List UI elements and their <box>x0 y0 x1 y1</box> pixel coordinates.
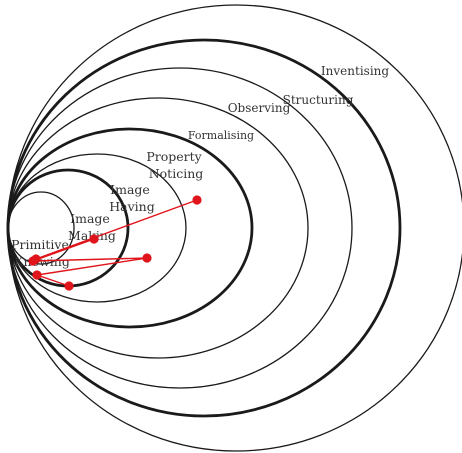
path-segment-6 <box>35 199 198 260</box>
layer-labels: Primitive Knowing Image Making Image Hav… <box>11 64 389 269</box>
label-observing: Observing <box>228 101 291 115</box>
path-segment-2 <box>36 257 148 276</box>
path-point-6 <box>31 254 41 264</box>
path-point-7 <box>192 195 202 205</box>
label-formalising: Formalising <box>188 129 254 142</box>
label-inventising: Inventising <box>321 64 389 78</box>
path-point-2 <box>32 270 42 280</box>
label-primitive-knowing: Primitive Knowing <box>11 237 73 269</box>
ring-primitive-knowing <box>7 191 75 265</box>
path-point-1 <box>64 281 74 291</box>
label-image-having: Image Having <box>109 182 154 214</box>
path-segment-3 <box>32 257 148 262</box>
path-point-3 <box>142 253 152 263</box>
path-point-5 <box>89 234 99 244</box>
growth-path <box>28 195 202 291</box>
path-segment-1 <box>36 274 70 287</box>
layer-rings <box>6 4 462 452</box>
label-property-noticing: Property Noticing <box>146 149 205 181</box>
label-structuring: Structuring <box>283 93 354 107</box>
